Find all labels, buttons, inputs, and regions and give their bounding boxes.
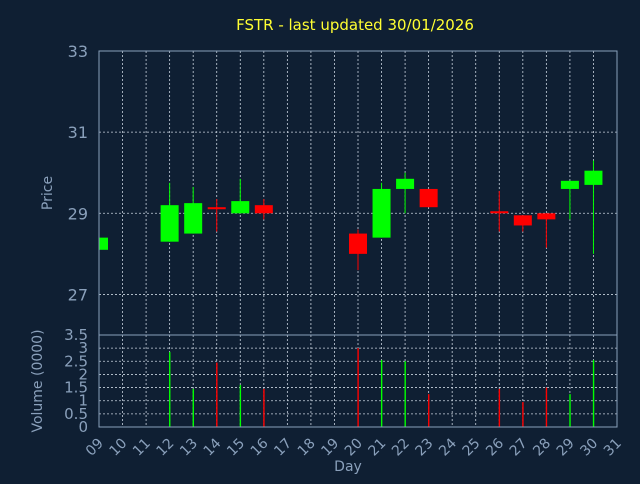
volume-tick-label: 2.5 [64,352,88,370]
volume-tick-label: 1.5 [64,379,88,397]
x-tick-label: 17 [271,436,295,460]
price-tick-label: 29 [68,204,88,223]
candle-body [99,237,108,250]
volume-bar [592,359,595,427]
x-tick-label: 25 [460,436,484,460]
x-tick-label: 22 [389,436,413,460]
candle-body [513,215,532,226]
price-candles [98,160,603,271]
volume-bar [380,359,383,427]
x-tick-label: 18 [295,436,319,460]
chart-title: FSTR - last updated 30/01/2026 [236,16,474,34]
x-tick-labels: 09 10 11 12 13 14 15 16 17 18 19 20 21 22 23 24 25 26 27 28… [83,435,625,459]
x-tick-label: 11 [130,436,154,460]
x-tick-label: 31 [601,436,625,460]
volume-bar [169,352,171,427]
candle-body [419,188,438,208]
volume-panel-frame [98,334,618,428]
x-tick-label: 26 [483,435,507,459]
volume-bar [239,384,242,427]
volume-tick-label: 1 [78,392,88,410]
volume-bar [192,388,194,427]
volume-bar [545,387,548,427]
price-tick-label: 33 [68,42,88,61]
price-axis-label: Price [40,176,56,210]
volume-tick-label: 0.5 [64,405,88,423]
volume-bars [169,348,595,427]
volume-bar [404,361,406,427]
volume-bar [522,402,524,427]
x-tick-label: 16 [248,435,272,459]
candle-body [231,201,250,214]
volume-tick-labels: 00.511.522.533.5 [64,326,88,436]
x-tick-label: 14 [201,435,225,459]
volume-bar [428,394,430,427]
volume-bar [498,388,501,427]
volume-bar [357,348,359,427]
candle-body [396,178,415,189]
candle-body [490,211,509,214]
candle-body [537,213,556,220]
x-tick-label: 15 [224,436,248,460]
volume-tick-label: 2 [78,365,88,383]
x-tick-label: 13 [177,436,201,460]
candle-body [160,205,179,242]
volume-tick-label: 0 [78,418,88,436]
x-tick-label: 12 [154,436,178,460]
price-tick-labels: 27 29 31 33 [68,42,88,304]
price-tick-label: 31 [68,123,88,142]
volume-bar [569,394,571,427]
x-tick-label: 27 [507,436,531,460]
x-tick-label: 30 [577,436,601,460]
x-axis-label: Day [334,459,362,475]
volume-tick-label: 3 [78,339,88,357]
x-tick-label: 09 [83,436,107,460]
volume-tick-label: 3.5 [64,326,88,344]
x-tick-label: 28 [530,436,554,460]
candle-body [560,180,579,189]
x-tick-label: 19 [318,436,342,460]
candle-body [207,207,226,210]
price-tick-label: 27 [68,285,88,304]
x-tick-label: 21 [365,436,389,460]
x-tick-label: 23 [413,436,437,460]
candle-body [184,203,203,234]
candle-body [254,205,273,214]
candle-body [349,233,367,254]
candle-body [584,170,603,185]
candle-body [372,188,391,238]
x-tick-label: 20 [342,436,366,460]
x-tick-label: 24 [436,435,460,459]
volume-bar [216,362,218,427]
volume-bar [263,388,265,427]
x-tick-label: 10 [106,436,130,460]
x-tick-label: 29 [554,436,578,460]
volume-axis-label: Volume (0000) [30,329,46,432]
price-grid [99,51,617,335]
